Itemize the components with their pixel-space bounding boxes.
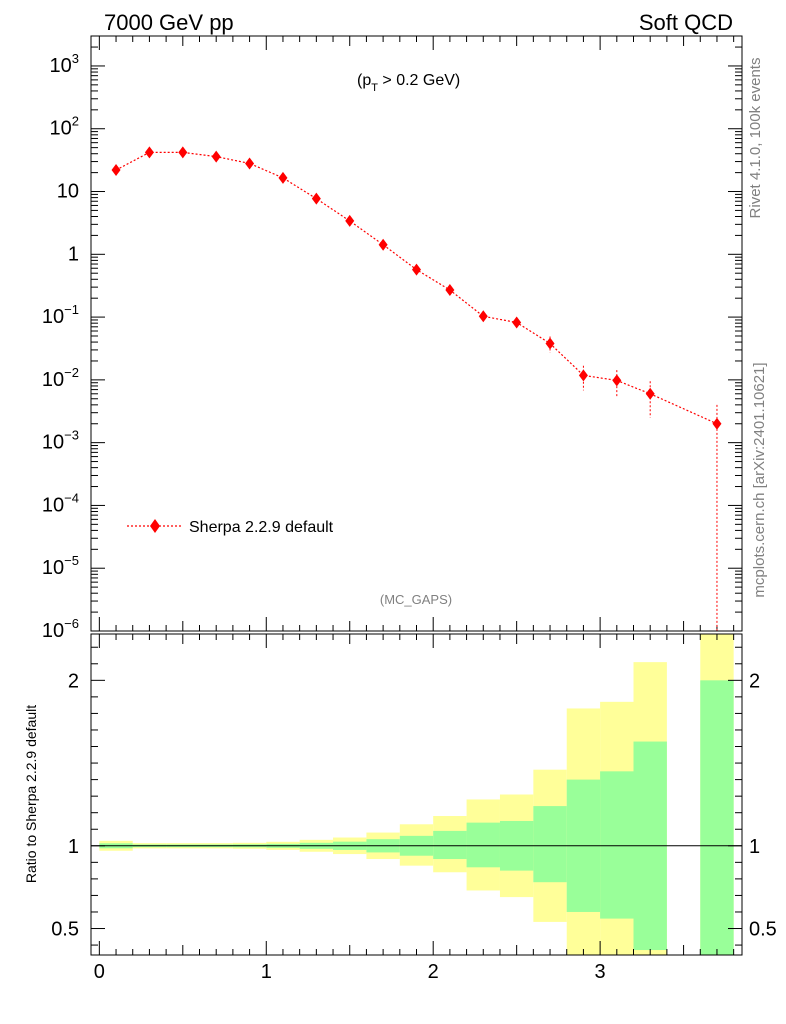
- main-frame: [90, 35, 743, 632]
- data-point: [478, 310, 488, 323]
- data-point: [345, 214, 355, 227]
- data-point: [645, 387, 655, 400]
- main-y-tick-label: 103: [50, 51, 79, 77]
- main-y-tick-exponent: −5: [64, 553, 79, 568]
- ratio-axis-ticks: [91, 634, 742, 955]
- legend: Sherpa 2.2.9 default: [127, 519, 334, 536]
- rivet-version-label: Rivet 4.1.0, 100k events: [747, 58, 764, 219]
- main-y-tick-label: 1: [68, 243, 79, 265]
- main-y-tick-exponent: −6: [64, 616, 79, 631]
- main-y-tick-base: 10: [42, 620, 64, 642]
- main-y-tick-base: 10: [50, 55, 72, 77]
- main-y-tick-exponent: −3: [64, 428, 79, 443]
- main-y-tick-exponent: 3: [72, 51, 79, 66]
- ratio-y-tick-label-right: 1: [749, 836, 760, 858]
- ratio-frame: [90, 633, 743, 956]
- data-point: [278, 171, 288, 184]
- ratio-band-inner-bin: [533, 806, 567, 883]
- data-point: [378, 238, 388, 251]
- data-point: [211, 150, 221, 163]
- main-y-tick-exponent: −4: [64, 490, 79, 505]
- main-y-tick-label: 102: [50, 114, 79, 140]
- ratio-band-inner-bin: [433, 830, 467, 860]
- data-point: [512, 316, 522, 329]
- main-y-tick-base: 10: [57, 181, 79, 203]
- ratio-band-inner: [99, 680, 734, 955]
- main-y-tick-label: 10−6: [42, 616, 79, 642]
- series-points: [111, 146, 722, 631]
- main-y-tick-label: 10−5: [42, 553, 79, 579]
- main-y-tick-label: 10−3: [42, 428, 79, 454]
- ratio-band-inner-bin: [466, 822, 500, 868]
- ratio-y-tick-label-left: 0.5: [51, 919, 79, 941]
- data-point: [178, 146, 188, 159]
- plot-title-right: Soft QCD: [639, 10, 733, 35]
- cut-label-subscript: T: [371, 82, 378, 94]
- x-tick-label: 1: [261, 961, 272, 983]
- main-y-tick-label: 10−1: [42, 302, 79, 328]
- cut-label-prefix: (p: [357, 72, 371, 89]
- series-line: [115, 151, 718, 425]
- legend-entry-label: Sherpa 2.2.9 default: [189, 519, 334, 536]
- cut-label: (pT > 0.2 GeV): [357, 72, 460, 94]
- data-point: [311, 192, 321, 205]
- series-polyline: [115, 151, 718, 425]
- legend-marker: [150, 519, 160, 533]
- data-point: [111, 164, 121, 177]
- ratio-y-tick-label-left: 2: [68, 670, 79, 692]
- data-point: [712, 417, 722, 430]
- data-point: [578, 369, 588, 382]
- data-point: [445, 284, 455, 297]
- data-point: [612, 374, 622, 387]
- ratio-y-tick-label-right: 0.5: [749, 919, 777, 941]
- main-y-tick-exponent: −1: [64, 302, 79, 317]
- x-tick-label: 3: [595, 961, 606, 983]
- main-y-tick-base: 10: [42, 494, 64, 516]
- x-tick-label: 2: [428, 961, 439, 983]
- ratio-tick-labels: 0.5 0.5 1 1 2 2 0 1 2 3: [51, 670, 777, 983]
- x-tick-label: 0: [94, 961, 105, 983]
- mcplots-label: mcplots.cern.ch [arXiv:2401.10621]: [751, 362, 768, 597]
- analysis-tag: (MC_GAPS): [380, 592, 452, 607]
- main-y-tick-label: 10: [57, 181, 79, 203]
- main-y-tick-base: 10: [42, 369, 64, 391]
- ratio-y-axis-label: Ratio to Sherpa 2.2.9 default: [23, 705, 39, 883]
- main-y-tick-label: 10−2: [42, 365, 79, 391]
- data-point: [245, 157, 255, 170]
- ratio-band-inner-bin: [600, 771, 634, 919]
- main-y-tick-base: 10: [42, 557, 64, 579]
- main-y-tick-base: 1: [68, 243, 79, 265]
- ratio-band-inner-bin: [700, 680, 734, 955]
- main-y-tick-base: 10: [42, 432, 64, 454]
- main-y-tick-base: 10: [50, 118, 72, 140]
- data-point: [412, 263, 421, 276]
- main-y-tick-base: 10: [42, 306, 64, 328]
- ratio-y-tick-label-right: 2: [749, 670, 760, 692]
- data-point: [545, 337, 555, 350]
- plot-title-left: 7000 GeV pp: [104, 10, 234, 35]
- ratio-panel: 0.5 0.5 1 1 2 2 0 1 2 3 Ratio to Sherpa 2.2.9 def…: [23, 633, 777, 983]
- cut-label-suffix: > 0.2 GeV): [378, 72, 460, 89]
- main-y-tick-exponent: 2: [72, 114, 79, 129]
- ratio-y-tick-label-left: 1: [68, 836, 79, 858]
- data-point: [144, 146, 154, 159]
- main-axis-ticks: [91, 35, 742, 632]
- main-y-tick-label: 10−4: [42, 490, 79, 516]
- main-y-tick-exponent: −2: [64, 365, 79, 380]
